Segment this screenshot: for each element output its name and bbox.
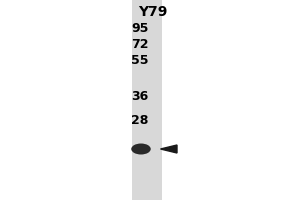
Ellipse shape [131, 144, 151, 154]
Text: 72: 72 [131, 38, 148, 51]
Text: 95: 95 [131, 22, 148, 36]
Polygon shape [160, 145, 177, 153]
Text: Y79: Y79 [138, 5, 167, 19]
Text: 55: 55 [131, 54, 148, 68]
Bar [132, 0, 162, 200]
Text: 28: 28 [131, 114, 148, 127]
Text: 36: 36 [131, 90, 148, 104]
